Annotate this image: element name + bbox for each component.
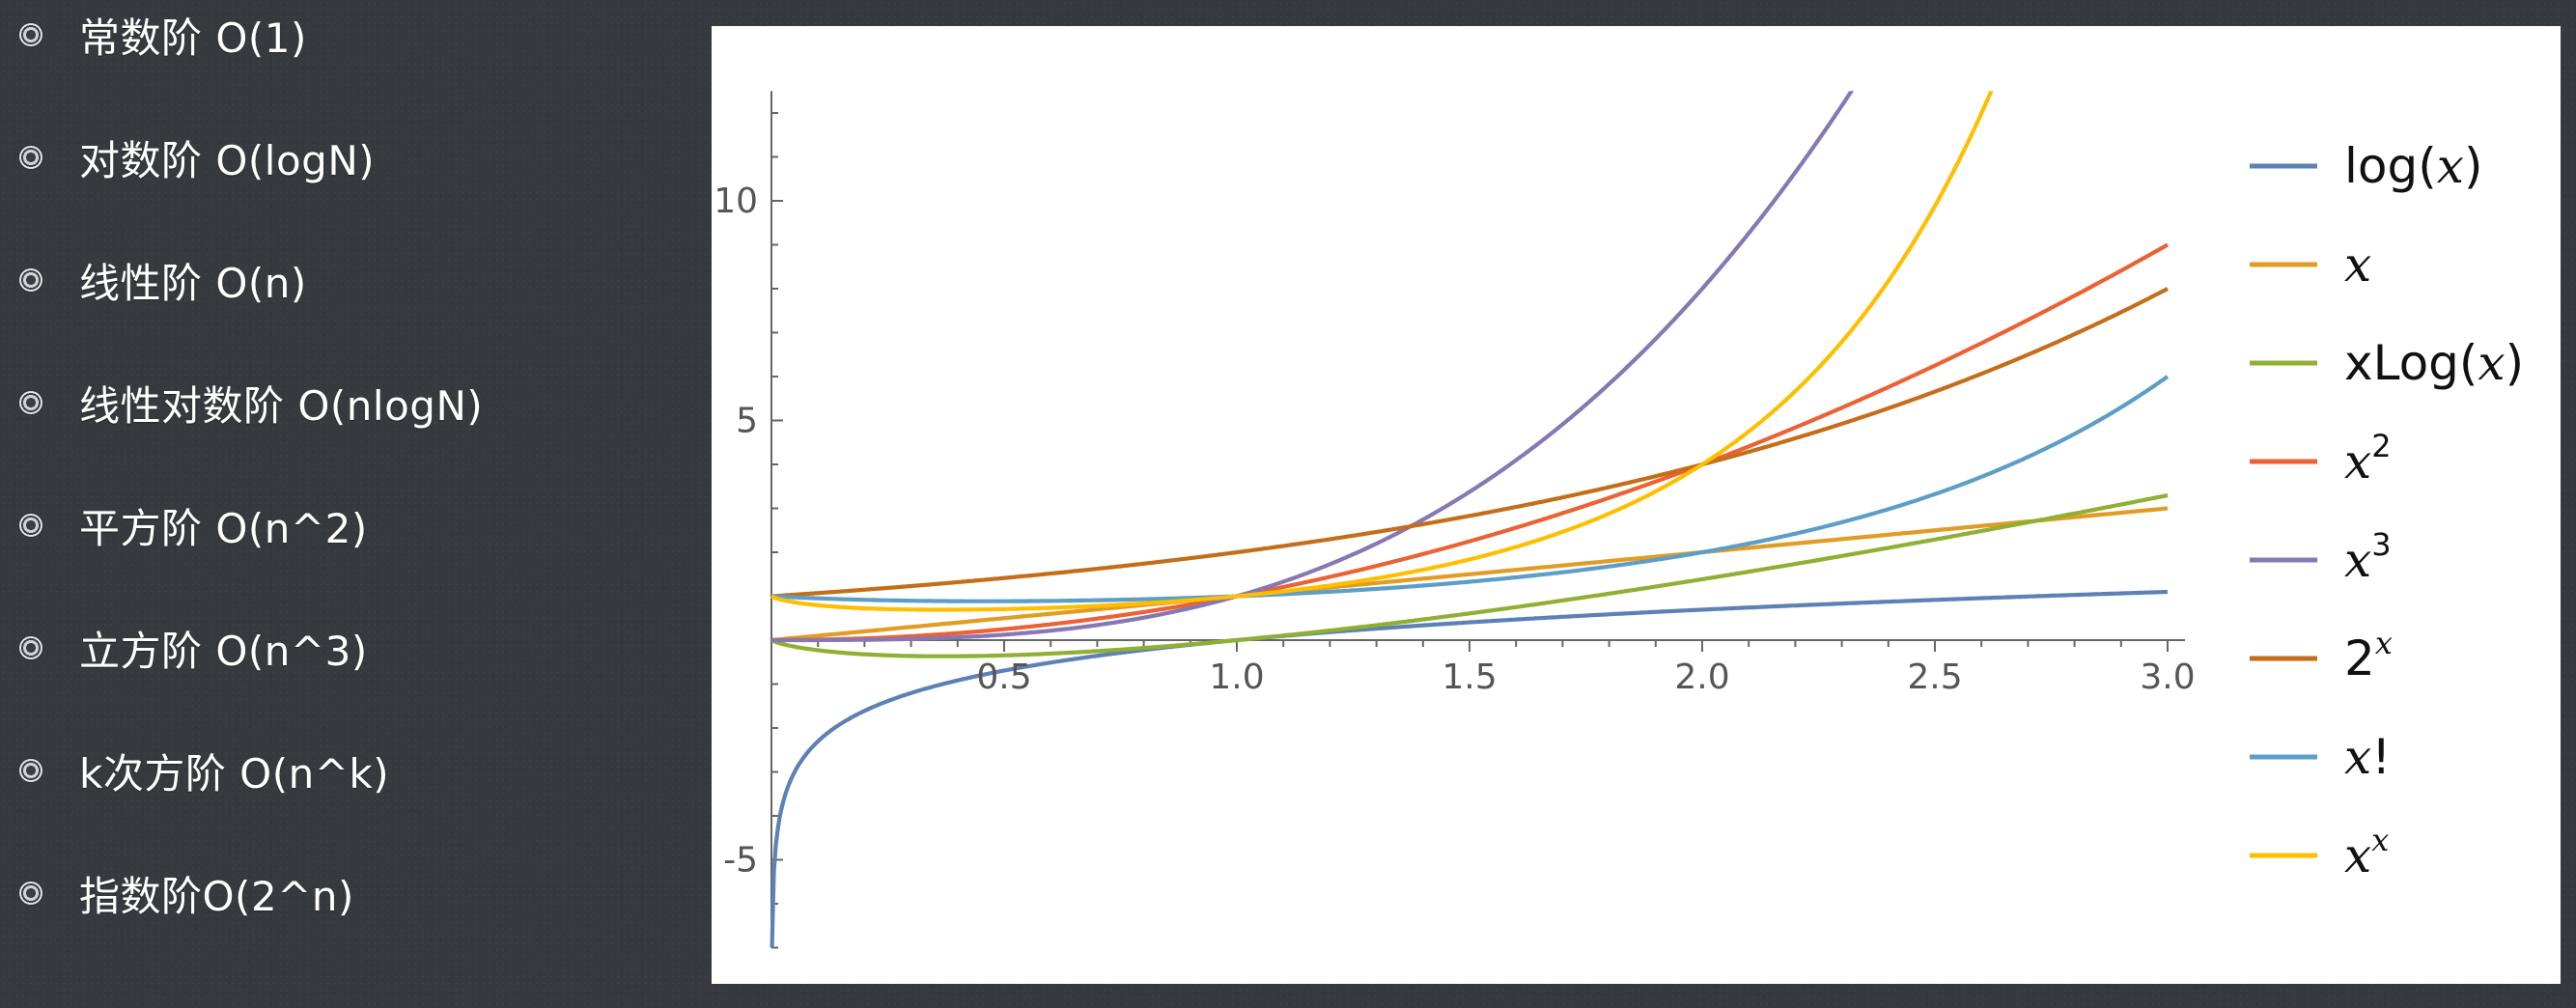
legend-label: log(x) — [2344, 138, 2482, 194]
x-tick-label: 2.5 — [1907, 658, 1962, 697]
bullet-icon — [19, 636, 42, 659]
x-tick-label: 3.0 — [2140, 658, 2195, 697]
bullet-label: 线性对数阶 O(nlogN) — [79, 381, 484, 430]
legend-label: x — [2344, 237, 2371, 293]
bullet-label: 指数阶O(2^n) — [79, 872, 354, 920]
series-line-x3 — [770, 91, 1855, 643]
bullet-icon — [19, 391, 42, 414]
chart-panel: 0.5 1.0 1.5 2.0 2.5 3.0 10 5 -5 log(x) x xLog(x) x2 x… — [712, 26, 2561, 984]
bullet-label: 线性阶 O(n) — [79, 259, 307, 307]
legend-label: x2 — [2344, 428, 2392, 490]
bullet-label: 平方阶 O(n^2) — [79, 504, 368, 552]
bullet-label: 立方阶 O(n^3) — [79, 627, 368, 675]
x-tick-label: 1.5 — [1442, 658, 1497, 697]
list-item: 平方阶 O(n^2) — [19, 496, 368, 554]
legend-item: x3 — [2250, 526, 2392, 588]
x-tick-label: 2.0 — [1674, 658, 1729, 697]
series-line-x — [770, 506, 2169, 643]
series-line-xlogx — [770, 492, 2169, 658]
complexity-chart: 0.5 1.0 1.5 2.0 2.5 3.0 10 5 -5 log(x) x xLog(x) x2 x… — [714, 91, 2524, 949]
list-item: 立方阶 O(n^3) — [19, 619, 368, 677]
legend-item: x! — [2250, 729, 2391, 785]
legend-label: 2x — [2344, 625, 2393, 686]
legend-label: xx — [2344, 822, 2389, 883]
legend-item: xx — [2250, 822, 2389, 883]
list-item: k次方阶 O(n^k) — [19, 742, 389, 799]
x-tick-label: 1.0 — [1209, 658, 1264, 697]
bullet-icon — [19, 882, 42, 905]
y-tick-label: -5 — [723, 841, 758, 881]
legend-item: x2 — [2250, 428, 2392, 490]
bullet-list: 常数阶 O(1) 对数阶 O(logN) 线性阶 O(n) 线性对数阶 O(nl… — [19, 0, 695, 1008]
list-item: 对数阶 O(logN) — [19, 128, 375, 186]
legend-item: 2x — [2250, 625, 2393, 686]
list-item: 指数阶O(2^n) — [19, 864, 354, 922]
list-item: 线性对数阶 O(nlogN) — [19, 374, 483, 432]
bullet-label: 常数阶 O(1) — [79, 14, 307, 62]
y-tick-label: 5 — [736, 402, 758, 441]
series-line-xx — [770, 91, 1994, 612]
bullet-icon — [19, 514, 42, 537]
bullet-icon — [19, 23, 42, 46]
x-tick-label: 0.5 — [976, 658, 1031, 697]
bullet-label: k次方阶 O(n^k) — [79, 749, 390, 798]
legend-label: x3 — [2344, 526, 2392, 588]
series-line-log — [770, 589, 2169, 948]
legend-item: xLog(x) — [2250, 335, 2524, 391]
series-line-fact — [770, 375, 2170, 603]
y-tick-label: 10 — [714, 182, 758, 221]
series-line-exp2 — [770, 287, 2169, 599]
legend-label: x! — [2344, 729, 2391, 785]
list-item: 线性阶 O(n) — [19, 251, 307, 309]
bullet-icon — [19, 268, 42, 292]
bullet-icon — [19, 759, 42, 782]
legend-item: x — [2250, 237, 2371, 293]
series-line-x2 — [770, 242, 2170, 643]
legend-item: log(x) — [2250, 138, 2482, 194]
legend-label: xLog(x) — [2344, 335, 2524, 391]
bullet-label: 对数阶 O(logN) — [79, 136, 376, 184]
list-item: 常数阶 O(1) — [19, 6, 307, 64]
bullet-icon — [19, 146, 42, 169]
